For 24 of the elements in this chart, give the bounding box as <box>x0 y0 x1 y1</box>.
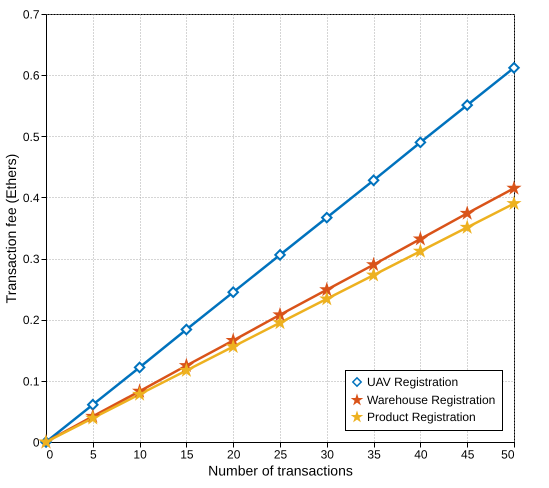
x-tick-label: 45 <box>461 448 475 462</box>
y-axis-title: Transaction fee (Ethers) <box>2 154 19 304</box>
x-tick-label: 25 <box>274 448 288 462</box>
x-axis-title: Number of transactions <box>208 462 353 478</box>
x-tick-label: 10 <box>133 448 148 462</box>
x-tick-label: 15 <box>180 448 194 462</box>
y-tick-label: 0.1 <box>22 374 40 388</box>
x-tick-label: 40 <box>414 448 428 462</box>
legend-label: UAV Registration <box>367 375 458 389</box>
y-tick-label: 0.5 <box>22 130 40 144</box>
legend-label: Warehouse Registration <box>367 393 496 407</box>
x-tick-label: 5 <box>90 448 97 462</box>
y-tick-label: 0.6 <box>22 68 40 83</box>
x-tick-label: 50 <box>501 448 515 462</box>
y-tick-label: 0 <box>32 436 40 450</box>
x-tick-label: 20 <box>227 448 241 462</box>
x-tick-label: 0 <box>46 448 54 462</box>
x-tick-label: 30 <box>320 448 334 462</box>
y-tick-label: 0.3 <box>22 252 40 266</box>
x-tick-label: 35 <box>367 448 382 462</box>
y-tick-label: 0.7 <box>22 8 40 22</box>
legend-label: Product Registration <box>367 410 476 424</box>
y-tick-label: 0.2 <box>22 313 40 328</box>
y-tick-label: 0.4 <box>22 190 40 205</box>
